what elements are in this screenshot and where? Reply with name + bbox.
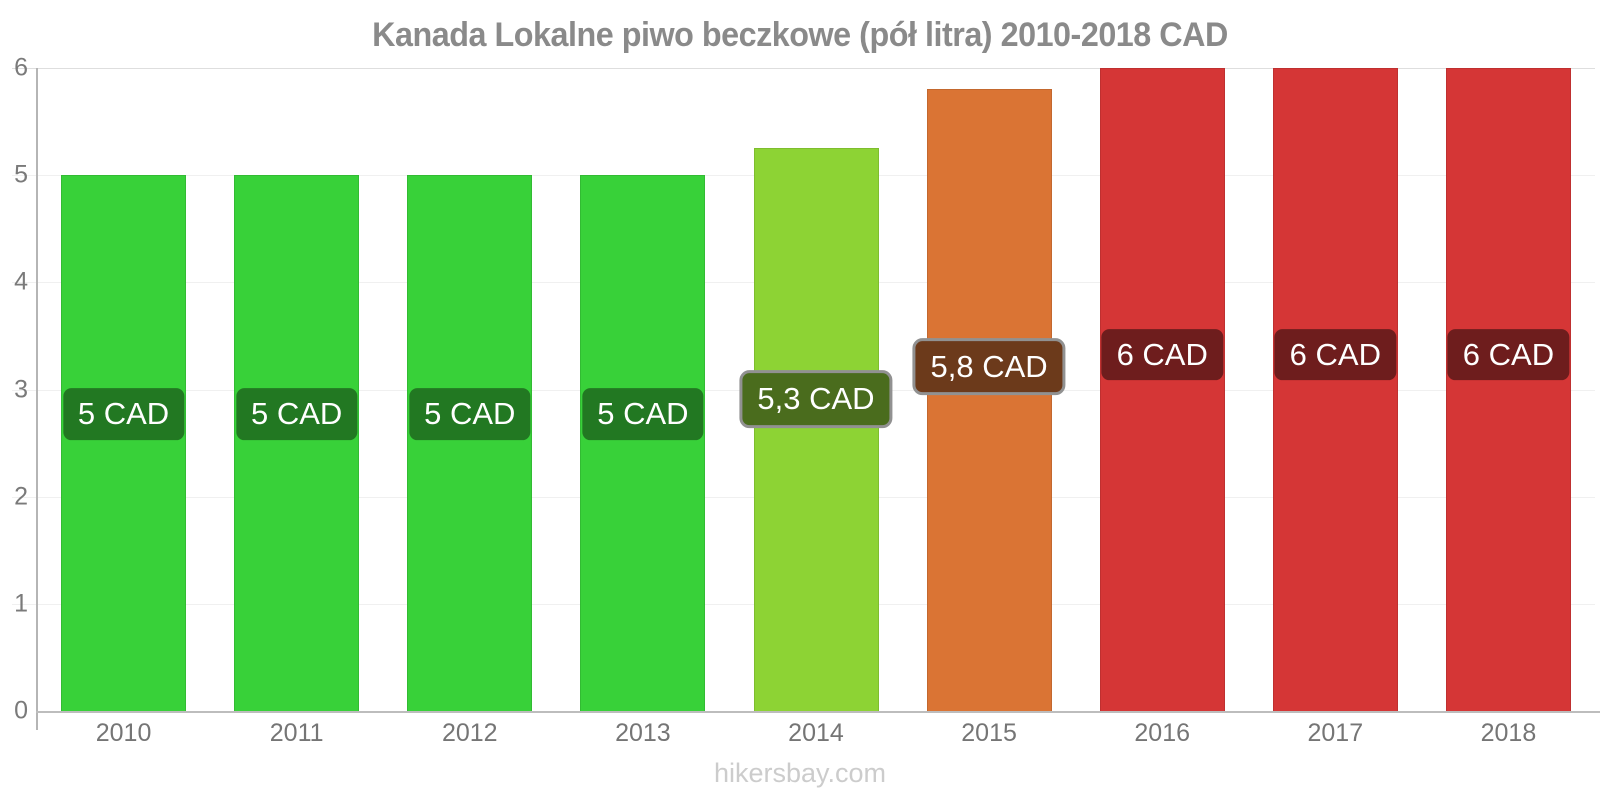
bar-2010[interactable]: 5 CAD [61, 175, 187, 711]
y-tick-4: 4 [14, 267, 28, 296]
y-tick-2: 2 [14, 482, 28, 511]
gridline-y-6 [12, 68, 1595, 69]
bar-value-label-2013: 5 CAD [582, 388, 704, 440]
bar-value-label-2014: 5,3 CAD [739, 370, 893, 429]
y-axis-line [36, 68, 38, 730]
bar-2013[interactable]: 5 CAD [580, 175, 706, 711]
bar-value-label-2010: 5 CAD [62, 388, 185, 440]
bar-value-label-2011: 5 CAD [236, 388, 358, 440]
x-tick-2017: 2017 [1307, 719, 1364, 747]
x-tick-2016: 2016 [1134, 719, 1191, 747]
y-tick-3: 3 [14, 375, 28, 403]
chart-title: Kanada Lokalne piwo beczkowe (pół litra)… [372, 16, 1228, 54]
watermark-text: hikersbay.com [713, 758, 887, 788]
bar-2014[interactable]: 5,3 CAD [739, 148, 893, 711]
bar-2016[interactable]: 6 CAD [1099, 68, 1225, 711]
bar-2015[interactable]: 5,8 CAD [912, 89, 1066, 711]
bar-2018[interactable]: 6 CAD [1445, 68, 1571, 711]
y-tick-0: 0 [14, 696, 28, 725]
x-tick-2018: 2018 [1480, 719, 1537, 747]
x-tick-2013: 2013 [615, 719, 671, 747]
x-axis-line [36, 711, 1600, 713]
bar-2011[interactable]: 5 CAD [234, 175, 360, 711]
bar-value-label-2018: 6 CAD [1447, 328, 1570, 381]
x-tick-2011: 2011 [269, 719, 324, 747]
y-tick-5: 5 [14, 160, 28, 189]
x-tick-2012: 2012 [441, 719, 498, 747]
y-tick-6: 6 [14, 53, 28, 82]
bar-2017[interactable]: 6 CAD [1272, 68, 1398, 711]
y-tick-1: 1 [14, 589, 28, 618]
bar-2012[interactable]: 5 CAD [407, 175, 533, 711]
x-tick-2015: 2015 [961, 719, 1017, 747]
x-tick-2010: 2010 [95, 719, 152, 747]
bar-value-label-2015: 5,8 CAD [912, 337, 1066, 396]
x-tick-2014: 2014 [788, 719, 844, 747]
bar-value-label-2017: 6 CAD [1274, 328, 1396, 381]
bar-value-label-2012: 5 CAD [409, 388, 531, 440]
bar-value-label-2016: 6 CAD [1101, 328, 1223, 381]
